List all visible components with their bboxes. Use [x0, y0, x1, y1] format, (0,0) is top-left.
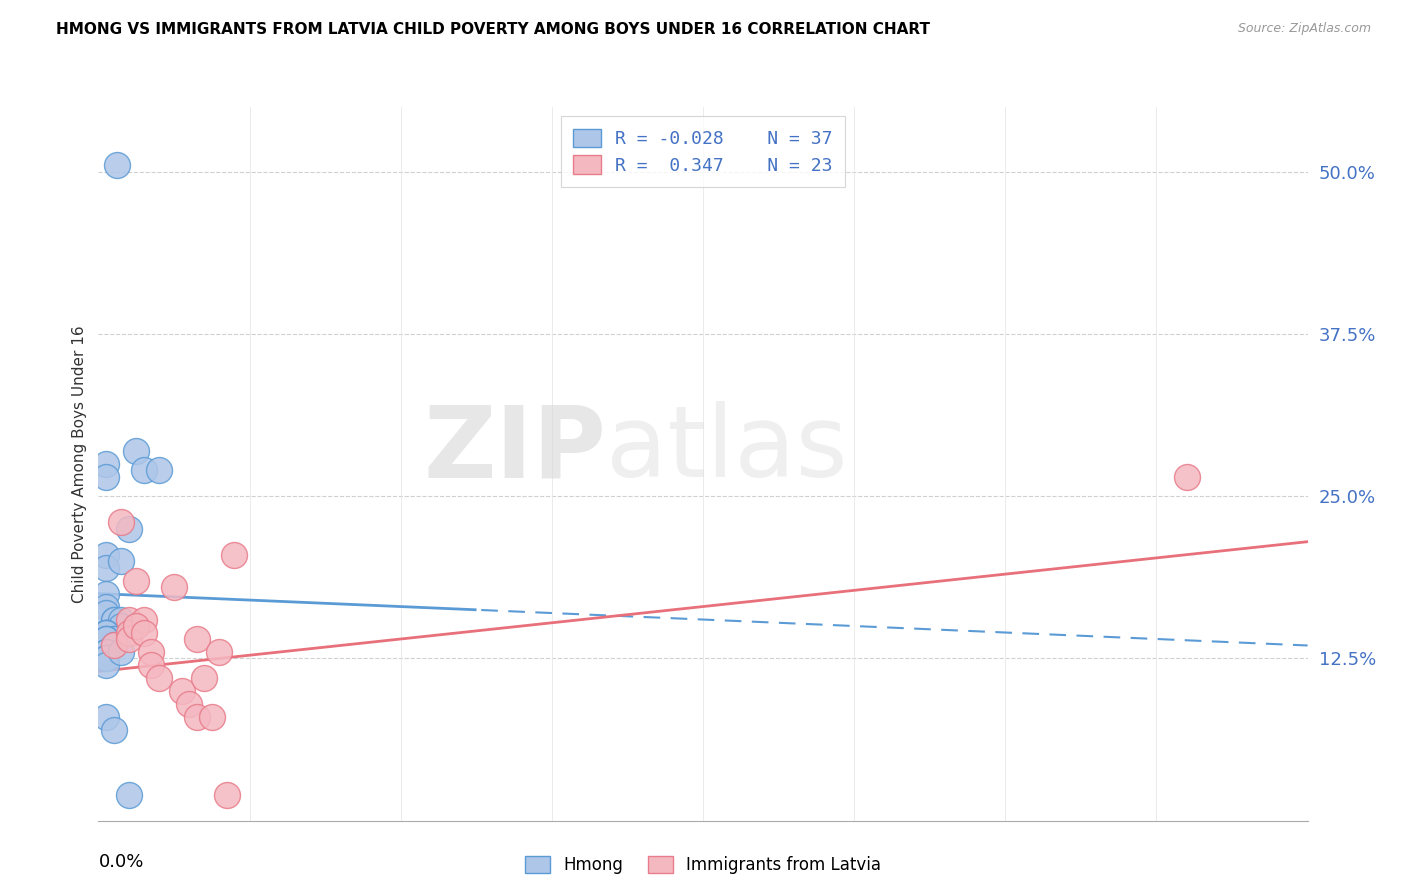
Point [94, 625, 117, 640]
Text: 0.0%: 0.0% [98, 853, 143, 871]
Point [110, 613, 132, 627]
Point [132, 613, 155, 627]
Point [94, 586, 117, 600]
Point [94, 548, 117, 562]
Point [103, 639, 125, 653]
Point [94, 710, 117, 724]
Point [193, 671, 215, 685]
Point [179, 697, 201, 711]
Point [118, 613, 141, 627]
Point [110, 554, 132, 568]
Point [103, 613, 125, 627]
Point [94, 625, 117, 640]
Point [132, 625, 155, 640]
Point [132, 463, 155, 477]
Point [1175, 470, 1198, 484]
Point [110, 515, 132, 529]
Point [103, 639, 125, 653]
Point [125, 443, 148, 458]
Point [208, 645, 231, 659]
Point [94, 632, 117, 646]
Y-axis label: Child Poverty Among Boys Under 16: Child Poverty Among Boys Under 16 [72, 325, 87, 603]
Text: atlas: atlas [606, 401, 848, 498]
Point [141, 657, 163, 672]
Point [94, 632, 117, 646]
Point [105, 158, 128, 172]
Point [94, 606, 117, 620]
Point [94, 625, 117, 640]
Point [141, 645, 163, 659]
Point [94, 632, 117, 646]
Point [110, 645, 132, 659]
Point [186, 632, 208, 646]
Point [94, 625, 117, 640]
Point [94, 625, 117, 640]
Point [94, 645, 117, 659]
Point [224, 548, 246, 562]
Text: HMONG VS IMMIGRANTS FROM LATVIA CHILD POVERTY AMONG BOYS UNDER 16 CORRELATION CH: HMONG VS IMMIGRANTS FROM LATVIA CHILD PO… [56, 22, 931, 37]
Point [148, 463, 170, 477]
Point [186, 710, 208, 724]
Point [103, 632, 125, 646]
Text: ZIP: ZIP [423, 401, 606, 498]
Point [94, 470, 117, 484]
Point [103, 723, 125, 737]
Point [94, 657, 117, 672]
Point [94, 645, 117, 659]
Point [118, 625, 141, 640]
Point [94, 651, 117, 665]
Point [110, 619, 132, 633]
Point [94, 457, 117, 471]
Point [215, 788, 238, 802]
Point [118, 632, 141, 646]
Point [103, 632, 125, 646]
Point [125, 619, 148, 633]
Point [94, 560, 117, 574]
Legend: Hmong, Immigrants from Latvia: Hmong, Immigrants from Latvia [515, 846, 891, 884]
Text: Source: ZipAtlas.com: Source: ZipAtlas.com [1237, 22, 1371, 36]
Point [118, 788, 141, 802]
Point [163, 580, 186, 594]
Point [103, 613, 125, 627]
Point [125, 574, 148, 588]
Point [118, 522, 141, 536]
Point [94, 651, 117, 665]
Point [94, 599, 117, 614]
Point [170, 684, 193, 698]
Point [201, 710, 224, 724]
Point [148, 671, 170, 685]
